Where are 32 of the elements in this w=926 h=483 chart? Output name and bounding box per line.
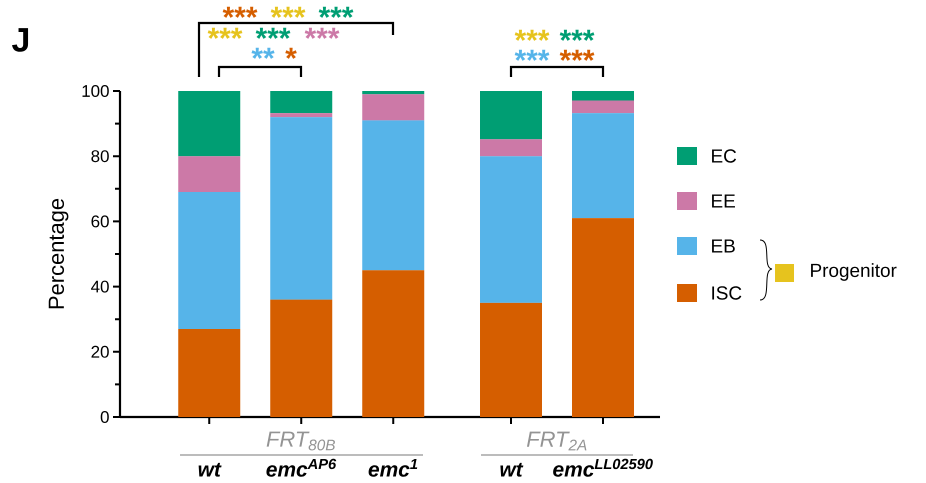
legend-label: EB [712, 239, 735, 253]
legend-label: ISC [712, 286, 742, 300]
text: FRT$_{2A}$ [526, 432, 586, 450]
text: *** [270, 6, 306, 18]
text: *** [514, 30, 550, 41]
y-tick-label: 80 [91, 150, 109, 162]
x-tick-label: emc$^{LL02590}$ [553, 458, 653, 477]
x-tick-label: emc$^{1}$ [368, 458, 418, 477]
legend-label: EC [712, 149, 736, 163]
text: *** [256, 28, 290, 39]
x-tick-label: wt [198, 462, 222, 477]
text: FRT$_{80B}$ [266, 432, 335, 450]
x-tick-label: wt [500, 462, 524, 477]
x-tick-label: emc$^{AP6}$ [266, 458, 336, 477]
y-tick-label: 40 [91, 280, 109, 293]
text: * [285, 48, 297, 59]
y-axis-title: Percentage [48, 198, 68, 308]
text: *** [222, 6, 258, 18]
text: *** [318, 6, 354, 18]
text: *** [304, 28, 340, 39]
text: ** [251, 48, 275, 59]
text: Progenitor [811, 263, 897, 281]
y-tick-label: 20 [92, 346, 109, 358]
y-tick-label: 60 [92, 215, 109, 228]
text: *** [208, 28, 242, 39]
y-tick-label: 0 [100, 411, 109, 423]
legend-label: EE [712, 194, 735, 208]
text: *** [560, 30, 594, 41]
text: *** [514, 50, 550, 61]
chart-title: J [12, 28, 28, 52]
y-tick-label: 100 [82, 85, 109, 97]
text: *** [560, 50, 594, 61]
